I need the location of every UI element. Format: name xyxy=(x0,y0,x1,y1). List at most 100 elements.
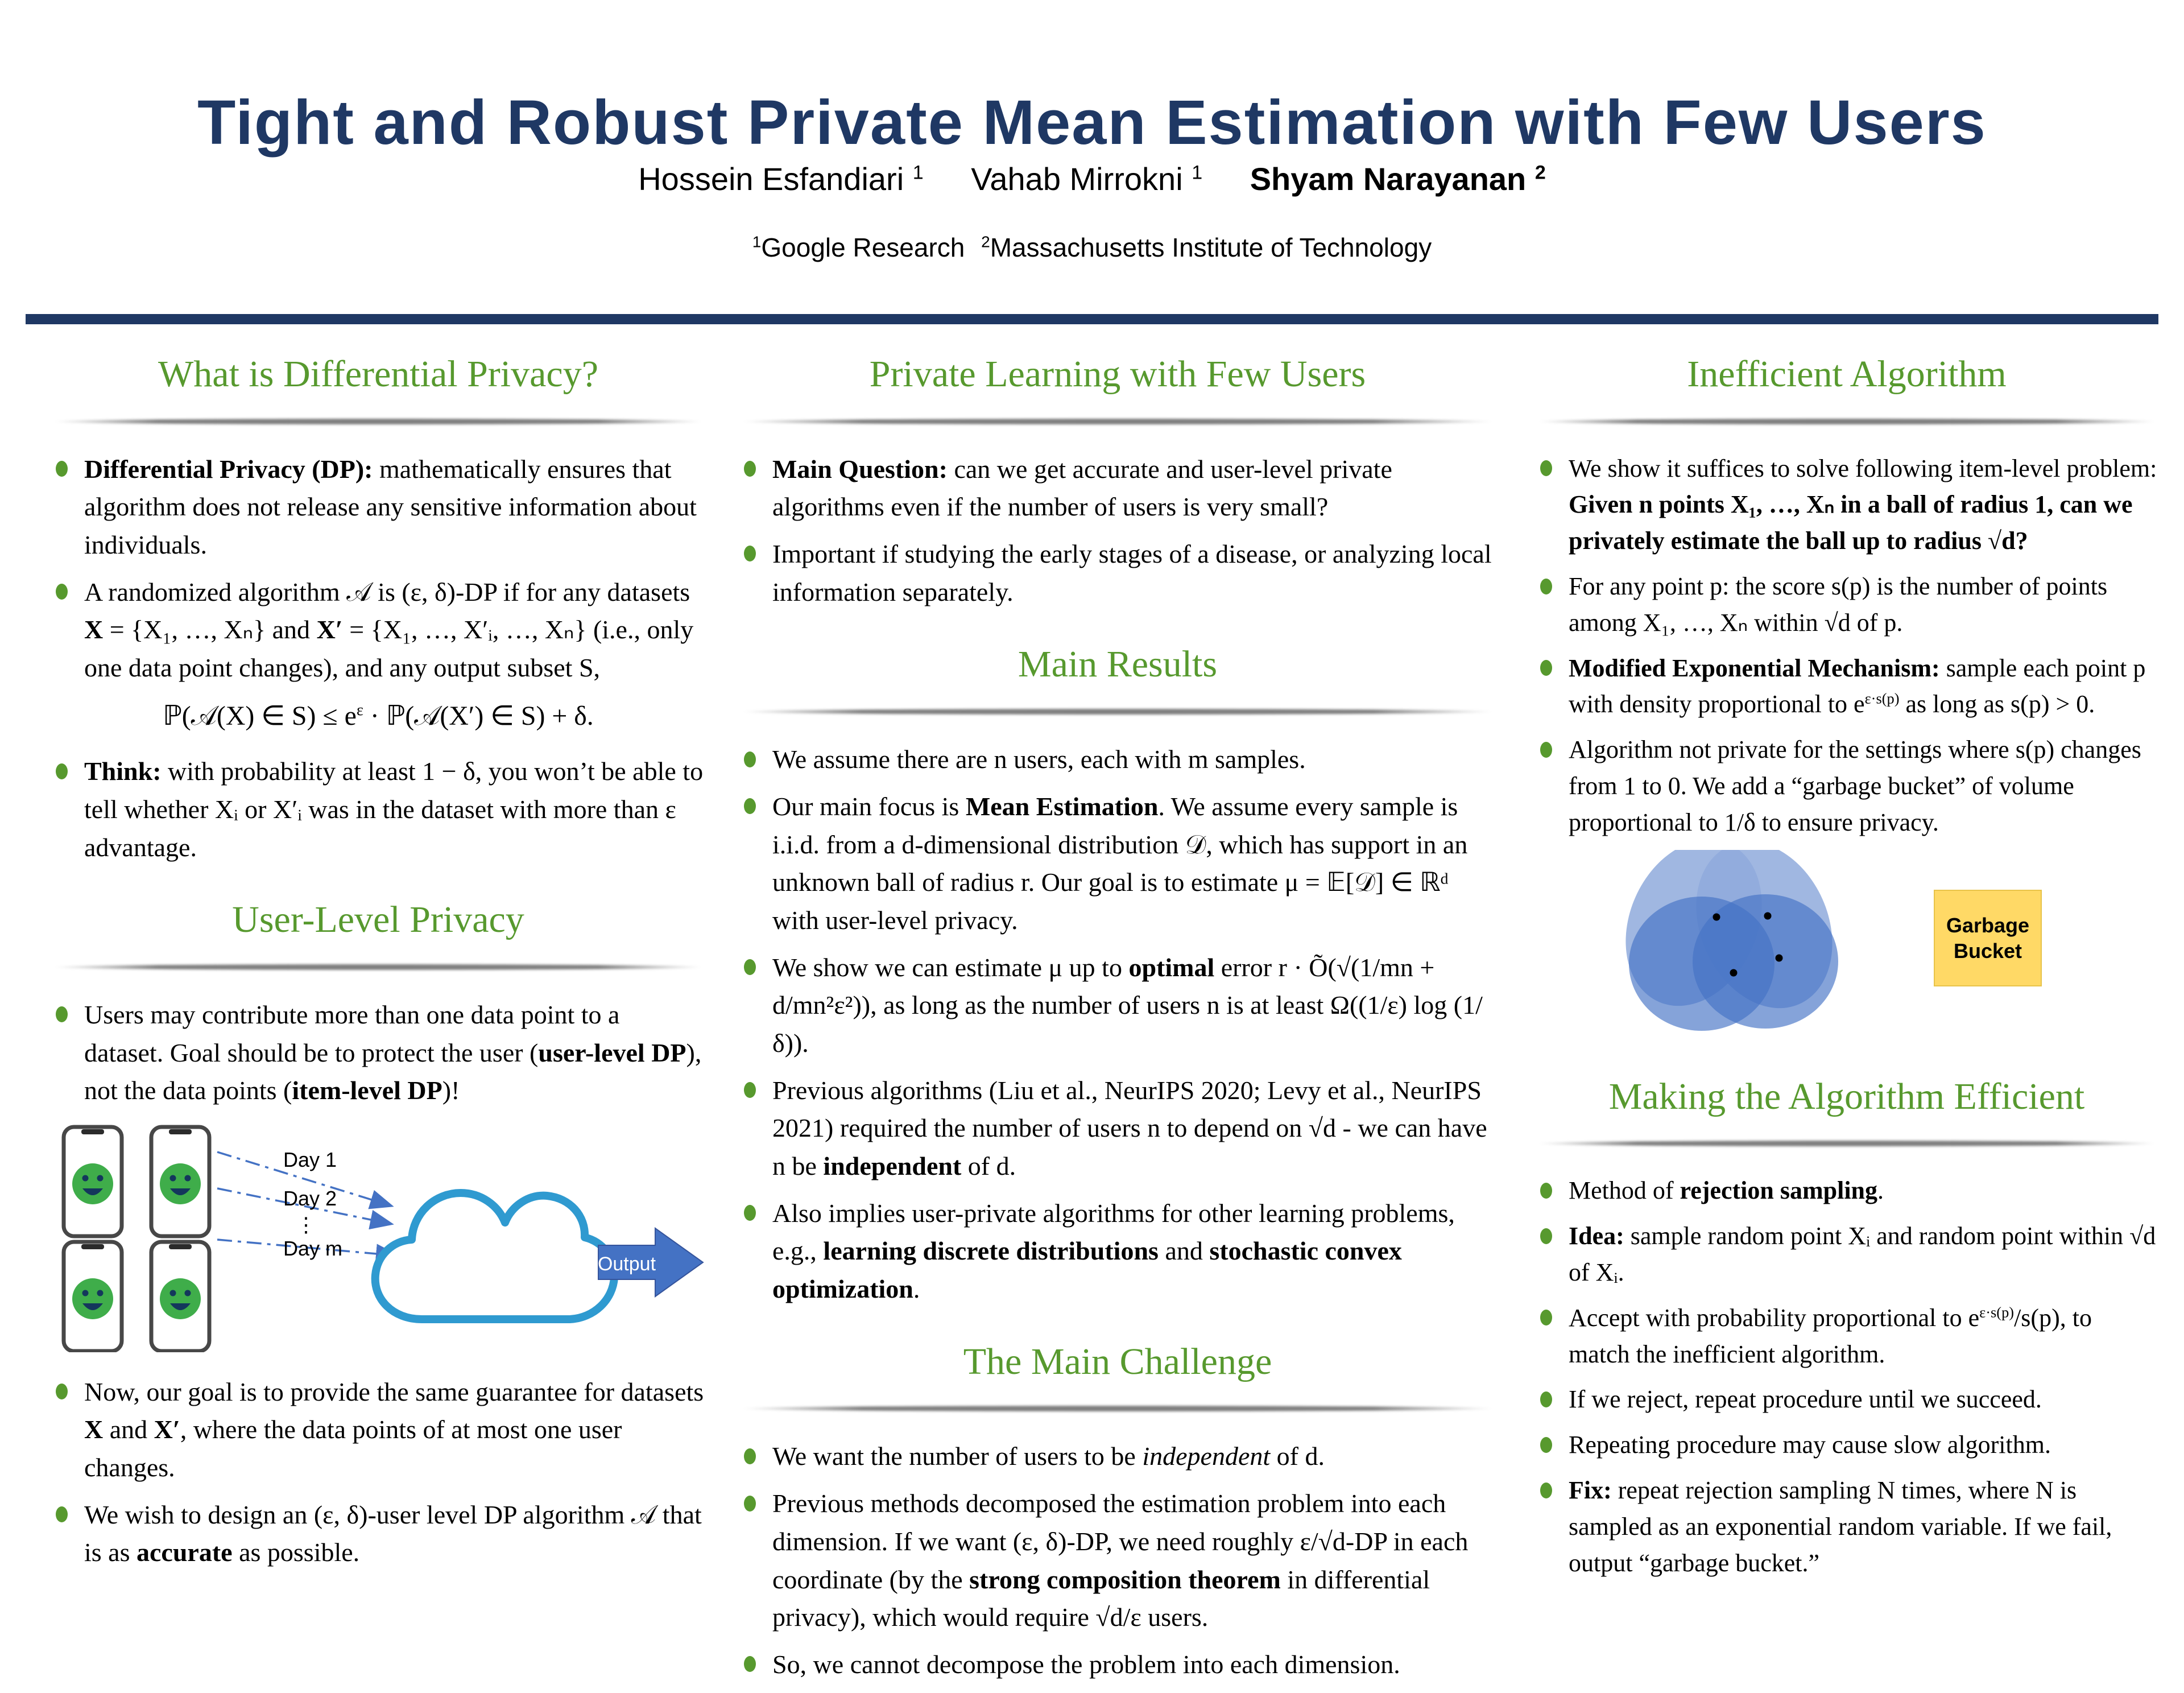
data-point-dot xyxy=(1730,969,1738,977)
phone-icon xyxy=(61,1240,124,1353)
text-segment: user-level DP xyxy=(538,1038,686,1067)
text-segment: ), not the data points ( xyxy=(84,1038,702,1105)
bullet-list: Main Question: can we get accurate and u… xyxy=(739,451,1496,612)
bullet-list: Method of rejection sampling. Idea: sampl… xyxy=(1536,1172,2158,1581)
users-to-cloud-svg: Day 1 Day 2 ⋮ Day m Output xyxy=(61,1125,704,1353)
section-heading: Main Results xyxy=(1017,643,1218,686)
text-segment: Previous algorithms (Liu et al., NeurIPS… xyxy=(772,1075,1487,1180)
text-segment: X′ xyxy=(316,615,343,645)
text-segment: . We assume every sample is i.i.d. from … xyxy=(772,791,1468,935)
affiliation-2: 2Massachusetts Institute of Technology xyxy=(981,233,1432,262)
users-to-cloud-diagram: Day 1 Day 2 ⋮ Day m Output xyxy=(51,1119,705,1363)
text-segment: error r · Õ(√(1/mn + d/mn²ε²)), as long … xyxy=(772,952,1483,1058)
bullet-item: Differential Privacy (DP): mathematicall… xyxy=(51,451,705,564)
text-segment: Algorithm not private for the settings w… xyxy=(1569,736,2141,836)
phone-icon xyxy=(61,1125,124,1238)
text-segment: item-level DP xyxy=(292,1076,442,1105)
section-heading: What is Differential Privacy? xyxy=(158,353,598,395)
text-segment: Also implies user-private algorithms for… xyxy=(772,1198,1455,1266)
text-segment: independent xyxy=(1142,1442,1271,1471)
text-segment: /s(p), to match the inefficient algorith… xyxy=(1569,1303,2092,1368)
bullet-list: We assume there are n users, each with m… xyxy=(739,741,1496,1308)
text-segment: We show it suffices to solve following i… xyxy=(1569,454,2157,482)
bullet-item: A randomized algorithm 𝒜 is (ε, δ)-DP if… xyxy=(51,573,705,687)
cloud-icon xyxy=(371,1188,619,1323)
text-segment: Idea: xyxy=(1569,1222,1624,1250)
phone-icon xyxy=(149,1125,212,1238)
bullet-item: Modified Exponential Mechanism: sample e… xyxy=(1536,650,2158,723)
day1-label: Day 1 xyxy=(283,1148,337,1171)
text-segment: Think: xyxy=(84,757,162,786)
phone-icon xyxy=(149,1240,212,1353)
text-segment: We show we can estimate μ up to xyxy=(772,952,1129,982)
heading-divider xyxy=(1538,1141,2156,1147)
text-segment: Main Question: xyxy=(772,454,948,484)
text-segment: A randomized algorithm 𝒜 is (ε, δ)-DP if… xyxy=(84,577,690,606)
text-segment: Users may contribute more than one data … xyxy=(84,1000,620,1067)
header-rule xyxy=(26,314,2158,324)
bullet-item: Users may contribute more than one data … xyxy=(51,996,705,1110)
text-segment: can we get accurate and user-level priva… xyxy=(772,454,1392,522)
text-segment: Accept with probability proportional to … xyxy=(1569,1303,1980,1332)
bullet-item: For any point p: the score s(p) is the n… xyxy=(1536,568,2158,641)
text-segment: Mean Estimation xyxy=(965,791,1159,821)
section-making-efficient: Making the Algorithm Efficient Method of… xyxy=(1536,1070,2158,1581)
text-segment: ε·s(p) xyxy=(1864,689,1900,707)
bullet-item: We show we can estimate μ up to optimal … xyxy=(739,949,1496,1063)
text-segment: as possible. xyxy=(232,1538,360,1567)
section-main-challenge: The Main Challenge We want the number of… xyxy=(739,1335,1496,1684)
text-segment: X′ xyxy=(154,1415,180,1444)
text-segment: repeat rejection sampling N times, where… xyxy=(1569,1476,2112,1577)
text-segment: Important if studying the early stages o… xyxy=(772,539,1492,606)
text-segment: Given n points X₁, …, Xₙ in a ball of ra… xyxy=(1569,490,2133,555)
venn-svg xyxy=(1625,839,1838,1031)
column-1: What is Differential Privacy? Differenti… xyxy=(51,344,705,1581)
bullet-item: So, we cannot decompose the problem into… xyxy=(739,1646,1496,1684)
text-segment: · ℙ(𝒜(X′) ∈ S) + δ. xyxy=(363,700,594,731)
output-label: Output xyxy=(598,1253,656,1275)
poster-title: Tight and Robust Private Mean Estimation… xyxy=(197,87,1987,158)
author-name: Vahab Mirrokni xyxy=(971,161,1183,197)
text-segment: sample random point Xᵢ and random point … xyxy=(1569,1222,2156,1286)
text-segment: of d. xyxy=(961,1151,1016,1180)
section-heading: User-Level Privacy xyxy=(232,899,524,941)
bullet-list: We want the number of users to be indepe… xyxy=(739,1438,1496,1683)
data-point-dot xyxy=(1775,954,1783,962)
text-segment: For any point p: the score s(p) is the n… xyxy=(1569,572,2108,637)
text-segment: strong composition theorem xyxy=(969,1564,1281,1594)
text-segment: X xyxy=(84,615,104,645)
author-superscript: 1 xyxy=(1192,162,1203,184)
text-segment: , where the data points of at most one u… xyxy=(84,1415,622,1483)
text-segment: Fix: xyxy=(1569,1476,1612,1504)
dp-inequality-formula: ℙ(𝒜(X) ∈ S) ≤ eε · ℙ(𝒜(X′) ∈ S) + δ. xyxy=(51,696,705,736)
bullet-item: Important if studying the early stages o… xyxy=(739,535,1496,611)
venn-ellipse xyxy=(1693,894,1838,1029)
text-segment: Our main focus is xyxy=(772,791,966,821)
text-segment: with probability at least 1 − δ, you won… xyxy=(84,757,704,862)
section-heading: Making the Algorithm Efficient xyxy=(1608,1075,2085,1117)
text-segment: Modified Exponential Mechanism: xyxy=(1569,654,1940,682)
bullet-list: We show it suffices to solve following i… xyxy=(1536,451,2158,841)
affiliation-1: 1Google Research xyxy=(752,233,965,262)
author-1: Hossein Esfandiari 1 xyxy=(638,161,923,197)
bullet-item: Previous methods decomposed the estimati… xyxy=(739,1485,1496,1637)
column-3: Inefficient Algorithm We show it suffice… xyxy=(1536,344,2158,1590)
daym-label: Day m xyxy=(283,1237,342,1260)
text-segment: ε xyxy=(356,700,363,719)
bullet-item: Main Question: can we get accurate and u… xyxy=(739,451,1496,526)
data-point-dot xyxy=(1713,913,1720,921)
data-point-dot xyxy=(1764,912,1772,920)
bullet-item: Method of rejection sampling. xyxy=(1536,1172,2158,1209)
author-superscript: 2 xyxy=(1534,162,1546,184)
bullet-list: Differential Privacy (DP): mathematicall… xyxy=(51,451,705,687)
bullet-list: Think: with probability at least 1 − δ, … xyxy=(51,753,705,866)
smiley-icon xyxy=(72,1278,113,1319)
bullet-item: Think: with probability at least 1 − δ, … xyxy=(51,753,705,866)
bullet-item: We wish to design an (ε, δ)-user level D… xyxy=(51,1496,705,1572)
text-segment: and xyxy=(103,1415,154,1444)
text-segment: learning discrete distributions xyxy=(823,1236,1159,1266)
bullet-item: Also implies user-private algorithms for… xyxy=(739,1195,1496,1308)
bullet-item: We show it suffices to solve following i… xyxy=(1536,451,2158,559)
bullet-item: Our main focus is Mean Estimation. We as… xyxy=(739,788,1496,940)
smiley-icon xyxy=(160,1163,201,1204)
